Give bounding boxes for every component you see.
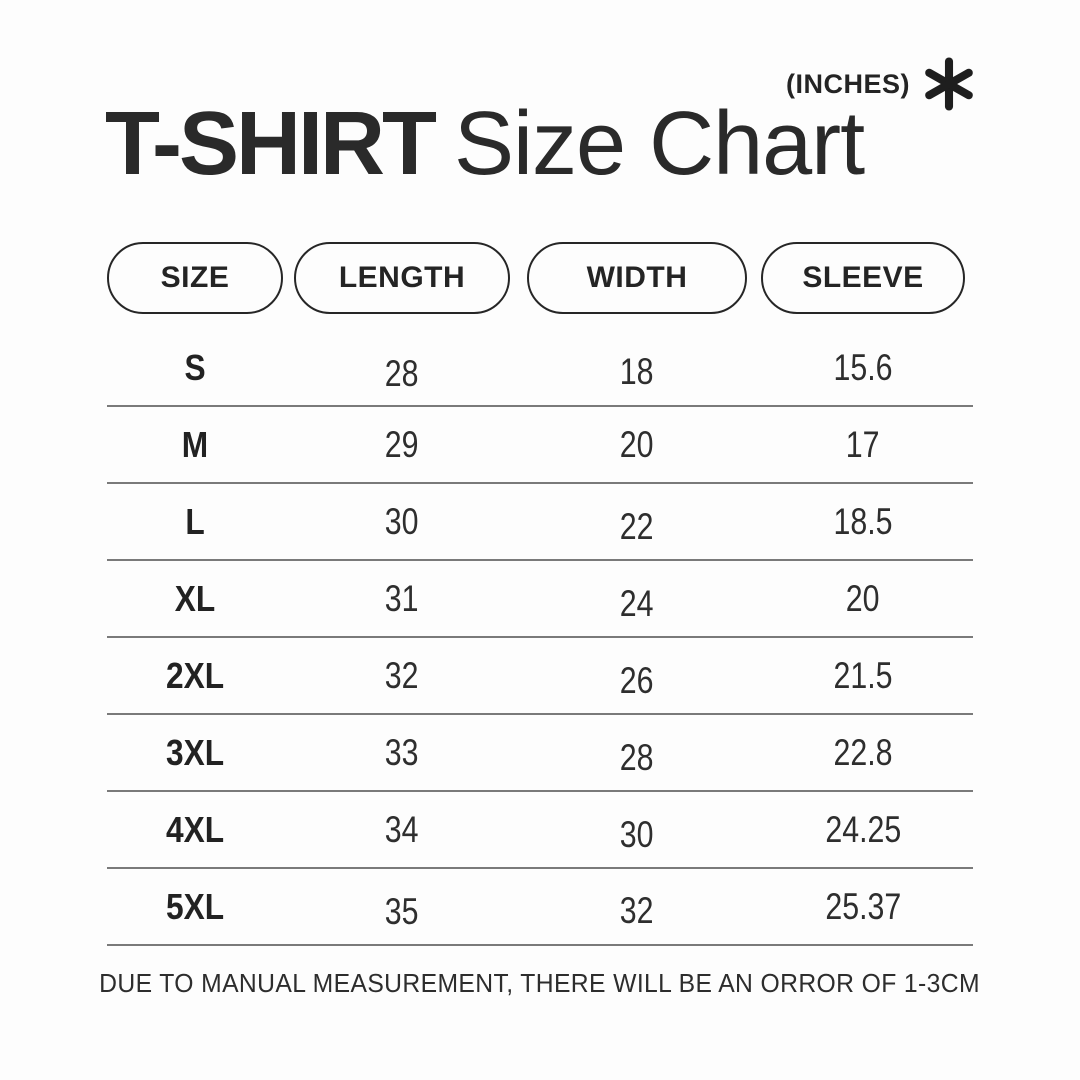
cell-sleeve: 17 — [846, 423, 880, 465]
table-row: 5XL 35 32 25.37 — [107, 869, 973, 946]
cell-length: 29 — [385, 423, 419, 465]
page-title: T-SHIRT Size Chart — [105, 94, 865, 194]
cell-width: 28 — [620, 736, 654, 778]
cell-sleeve: 18.5 — [833, 500, 893, 542]
cell-size: 4XL — [165, 808, 225, 850]
column-header-size: SIZE — [107, 242, 283, 314]
cell-length: 35 — [385, 890, 419, 932]
column-header-length: LENGTH — [294, 242, 510, 314]
cell-width: 32 — [620, 889, 654, 931]
cell-size: 3XL — [165, 731, 225, 773]
table-row: 4XL 34 30 24.25 — [107, 792, 973, 869]
cell-length: 31 — [385, 577, 419, 619]
cell-width: 18 — [620, 350, 654, 392]
cell-size: L — [185, 500, 205, 542]
cell-size: M — [181, 423, 209, 465]
units-label: (INCHES) — [786, 68, 910, 99]
table-row: L 30 22 18.5 — [107, 484, 973, 561]
cell-sleeve: 22.8 — [833, 731, 893, 773]
cell-size: 5XL — [165, 885, 225, 927]
size-table: S 28 18 15.6 M 29 20 17 L 30 22 18.5 XL … — [107, 330, 973, 946]
cell-length: 34 — [385, 808, 419, 850]
cell-size: S — [184, 346, 206, 388]
cell-width: 30 — [620, 813, 654, 855]
cell-length: 28 — [385, 352, 419, 394]
cell-sleeve: 25.37 — [825, 885, 901, 927]
cell-sleeve: 15.6 — [833, 346, 893, 388]
cell-size: 2XL — [165, 654, 225, 696]
cell-length: 32 — [385, 654, 419, 696]
table-row: S 28 18 15.6 — [107, 330, 973, 407]
measurement-note: DUE TO MANUAL MEASUREMENT, THERE WILL BE… — [99, 968, 981, 998]
column-headers: SIZE LENGTH WIDTH SLEEVE — [107, 242, 973, 314]
asterisk-icon — [922, 56, 976, 112]
cell-width: 22 — [620, 505, 654, 547]
cell-sleeve: 20 — [846, 577, 880, 619]
cell-width: 24 — [620, 582, 654, 624]
cell-sleeve: 24.25 — [825, 808, 901, 850]
table-row: XL 31 24 20 — [107, 561, 973, 638]
units-row: (INCHES) — [786, 56, 976, 112]
cell-length: 30 — [385, 500, 419, 542]
table-row: M 29 20 17 — [107, 407, 973, 484]
table-row: 2XL 32 26 21.5 — [107, 638, 973, 715]
table-row: 3XL 33 28 22.8 — [107, 715, 973, 792]
cell-length: 33 — [385, 731, 419, 773]
column-header-sleeve: SLEEVE — [761, 242, 965, 314]
cell-size: XL — [174, 577, 216, 619]
cell-width: 20 — [620, 423, 654, 465]
cell-width: 26 — [620, 659, 654, 701]
cell-sleeve: 21.5 — [833, 654, 893, 696]
page-title-bold: T-SHIRT — [105, 94, 437, 194]
column-header-width: WIDTH — [527, 242, 747, 314]
page-title-light: Size Chart — [453, 94, 865, 194]
